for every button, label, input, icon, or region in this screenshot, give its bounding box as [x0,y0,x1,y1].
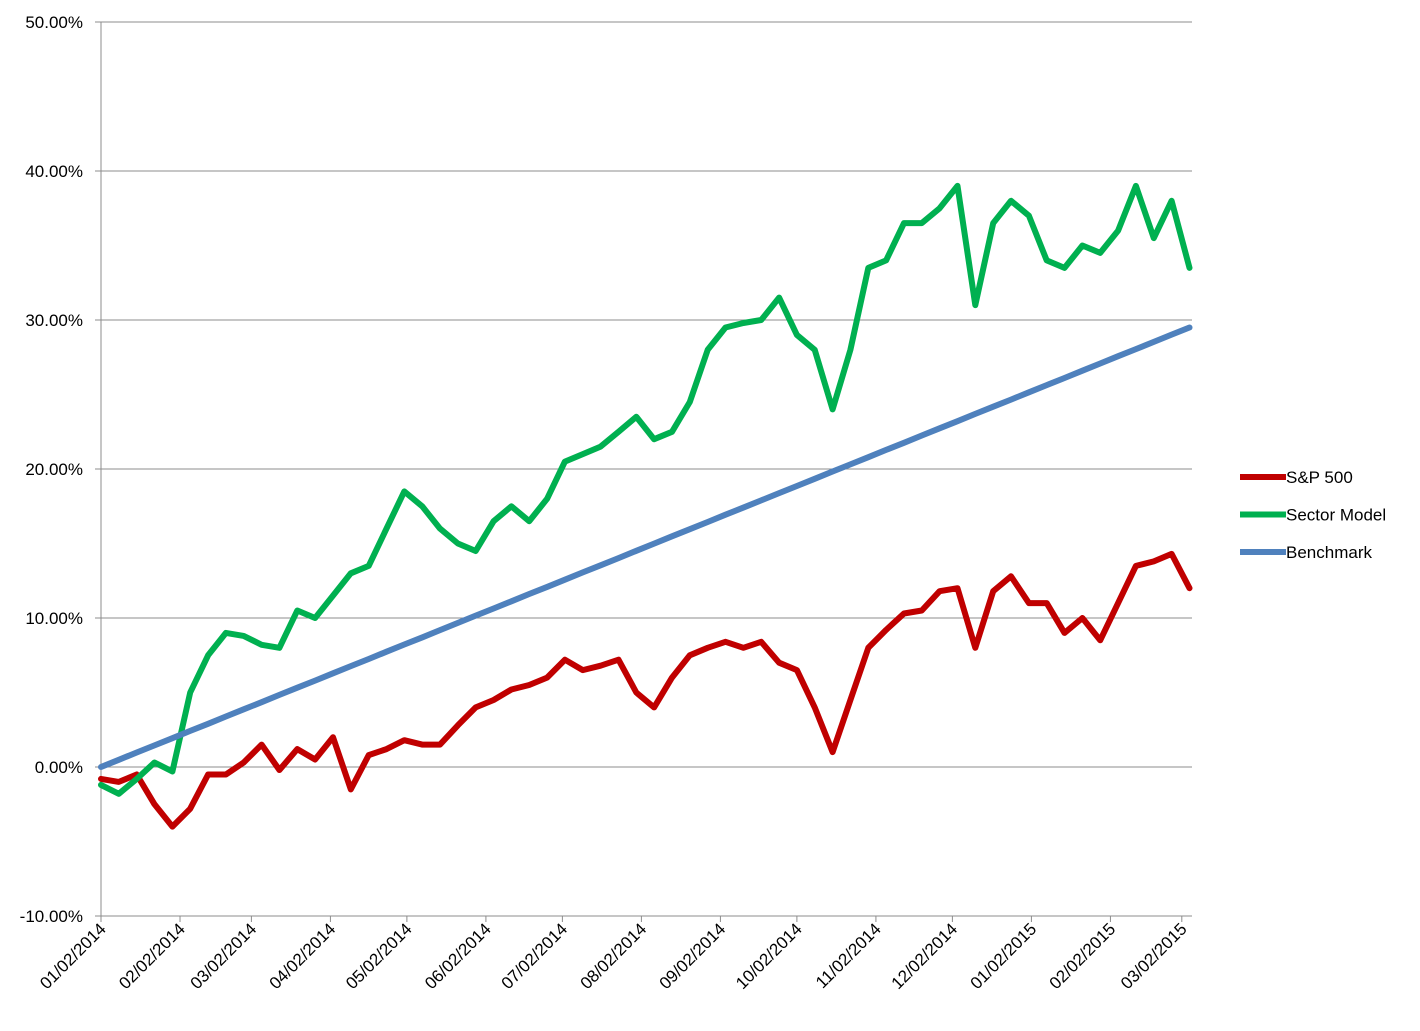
legend-label: S&P 500 [1286,468,1353,487]
x-tick-label: 05/02/2014 [342,919,416,993]
y-tick-label: -10.00% [20,907,83,926]
x-tick-label: 08/02/2014 [577,919,651,993]
y-tick-label: 0.00% [35,758,83,777]
y-tick-label: 10.00% [25,609,83,628]
x-tick-label: 04/02/2014 [266,919,340,993]
x-tick-label: 03/02/2015 [1117,919,1191,993]
series-line [98,324,1193,770]
legend-label: Benchmark [1286,543,1372,562]
series-line [98,182,1193,797]
x-tick-label: 10/02/2014 [732,919,806,993]
x-tick-label: 02/02/2014 [115,919,189,993]
x-tick-label: 12/02/2014 [888,919,962,993]
x-tick-label: 07/02/2014 [498,919,572,993]
x-tick-label: 01/02/2015 [967,919,1041,993]
legend-label: Sector Model [1286,506,1386,525]
x-tick-label: 06/02/2014 [421,919,495,993]
series-line [98,550,1193,830]
y-tick-label: 40.00% [25,162,83,181]
x-tick-label: 09/02/2014 [656,919,730,993]
x-tick-label: 02/02/2015 [1046,919,1120,993]
y-tick-label: 20.00% [25,460,83,479]
x-tick-label: 03/02/2014 [187,919,261,993]
x-tick-label: 01/02/2014 [36,919,110,993]
y-tick-label: 50.00% [25,13,83,32]
y-tick-label: 30.00% [25,311,83,330]
x-tick-label: 11/02/2014 [812,919,885,992]
